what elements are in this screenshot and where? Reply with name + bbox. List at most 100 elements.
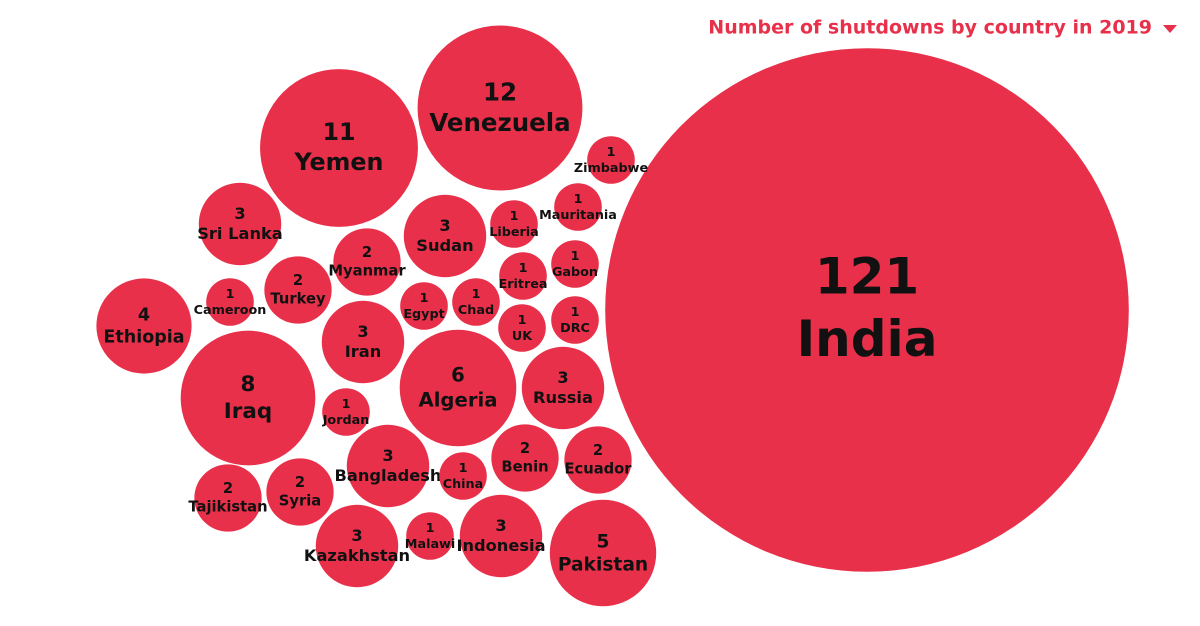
bubble (498, 304, 546, 352)
bubble (260, 69, 418, 227)
bubble (499, 252, 547, 300)
bubble (399, 329, 517, 447)
bubble (439, 452, 487, 500)
bubble (198, 182, 282, 266)
bubble (417, 25, 583, 191)
bubble-value: 2 (293, 272, 303, 289)
bubble-label: China (443, 477, 484, 492)
bubble-label: Iran (345, 342, 382, 361)
bubble (549, 499, 657, 607)
bubble (346, 424, 430, 508)
chart-title[interactable]: Number of shutdowns by country in 2019 (708, 17, 1152, 39)
bubble-label: Russia (533, 388, 593, 407)
bubble-label: Benin (501, 459, 548, 476)
bubble-label: Mauritania (539, 208, 617, 223)
bubble-label: Sri Lanka (197, 224, 283, 243)
bubble-label: Bangladesh (335, 466, 442, 485)
bubble-label: Kazakhstan (304, 546, 410, 565)
bubble-value: 3 (439, 216, 450, 235)
bubble (333, 228, 401, 296)
bubble-value: 11 (322, 118, 355, 146)
bubble (551, 240, 599, 288)
bubble-value: 1 (518, 313, 527, 328)
bubble-label: Pakistan (558, 555, 648, 576)
bubble (551, 296, 599, 344)
bubble-label: Cameroon (194, 303, 267, 318)
bubble-value: 1 (472, 287, 481, 302)
bubble-label: Indonesia (456, 536, 545, 555)
bubble-value: 6 (451, 364, 465, 387)
bubble-value: 3 (234, 204, 245, 223)
bubble (491, 424, 559, 492)
bubble-label: Yemen (294, 148, 384, 176)
bubble (587, 136, 635, 184)
bubble-value: 1 (519, 261, 528, 276)
bubble-label: Turkey (270, 291, 326, 308)
bubble (605, 48, 1129, 572)
bubble-label: UK (512, 329, 533, 344)
bubble-value: 1 (510, 209, 519, 224)
bubble-label: Malawi (405, 537, 455, 552)
bubble-value: 5 (597, 531, 610, 552)
bubble-label: Iraq (224, 399, 272, 424)
bubble-value: 12 (483, 77, 517, 106)
bubble-label: Ecuador (564, 461, 632, 478)
bubble (321, 300, 405, 384)
bubble-label: DRC (560, 321, 590, 336)
chart-menu[interactable]: Number of shutdowns by country in 2019 (708, 17, 1177, 39)
bubble-value: 1 (571, 305, 580, 320)
bubble (322, 388, 370, 436)
bubble (459, 494, 543, 578)
bubble-label: Liberia (489, 225, 539, 240)
bubble (406, 512, 454, 560)
bubble (400, 282, 448, 330)
bubble-value: 8 (241, 372, 256, 397)
bubble (521, 346, 605, 430)
bubble (315, 504, 399, 588)
bubble-value: 3 (357, 322, 368, 341)
bubble-label: Myanmar (328, 263, 406, 280)
bubble-value: 2 (520, 440, 530, 457)
bubble (490, 200, 538, 248)
bubble-label: India (797, 310, 938, 368)
bubble (180, 330, 316, 466)
bubble (264, 256, 332, 324)
bubble-value: 1 (226, 287, 235, 302)
bubble (266, 458, 334, 526)
bubble (452, 278, 500, 326)
bubble (554, 183, 602, 231)
bubble-value: 1 (607, 145, 616, 160)
bubble-value: 1 (420, 291, 429, 306)
bubble-label: Algeria (419, 388, 498, 411)
bubble-label: Egypt (403, 307, 444, 322)
bubble (96, 278, 192, 374)
bubble-label: Chad (458, 303, 494, 318)
bubble-value: 2 (593, 442, 603, 459)
bubble-label: Venezuela (429, 108, 570, 137)
bubble-value: 121 (815, 248, 919, 306)
bubble-label: Zimbabwe (574, 161, 649, 176)
bubble-value: 1 (342, 397, 351, 412)
bubble-value: 1 (426, 521, 435, 536)
bubble-value: 2 (362, 244, 372, 261)
bubble-value: 2 (223, 480, 233, 497)
bubble-label: Syria (279, 493, 321, 510)
bubble-label: Sudan (416, 236, 473, 255)
bubble (206, 278, 254, 326)
bubble (564, 426, 632, 494)
bubble (194, 464, 262, 532)
bubble-label: Eritrea (498, 277, 547, 292)
bubble-value: 2 (295, 474, 305, 491)
bubble-value: 3 (382, 446, 393, 465)
bubble-value: 3 (495, 516, 506, 535)
bubble-value: 3 (351, 526, 362, 545)
bubble-label: Jordan (322, 413, 370, 428)
dropdown-arrow[interactable] (1163, 25, 1177, 33)
bubble-label: Ethiopia (103, 327, 184, 347)
bubble-value: 4 (138, 305, 150, 325)
bubble-value: 1 (571, 249, 580, 264)
bubble-label: Tajikistan (188, 499, 267, 516)
bubble-value: 3 (557, 368, 568, 387)
